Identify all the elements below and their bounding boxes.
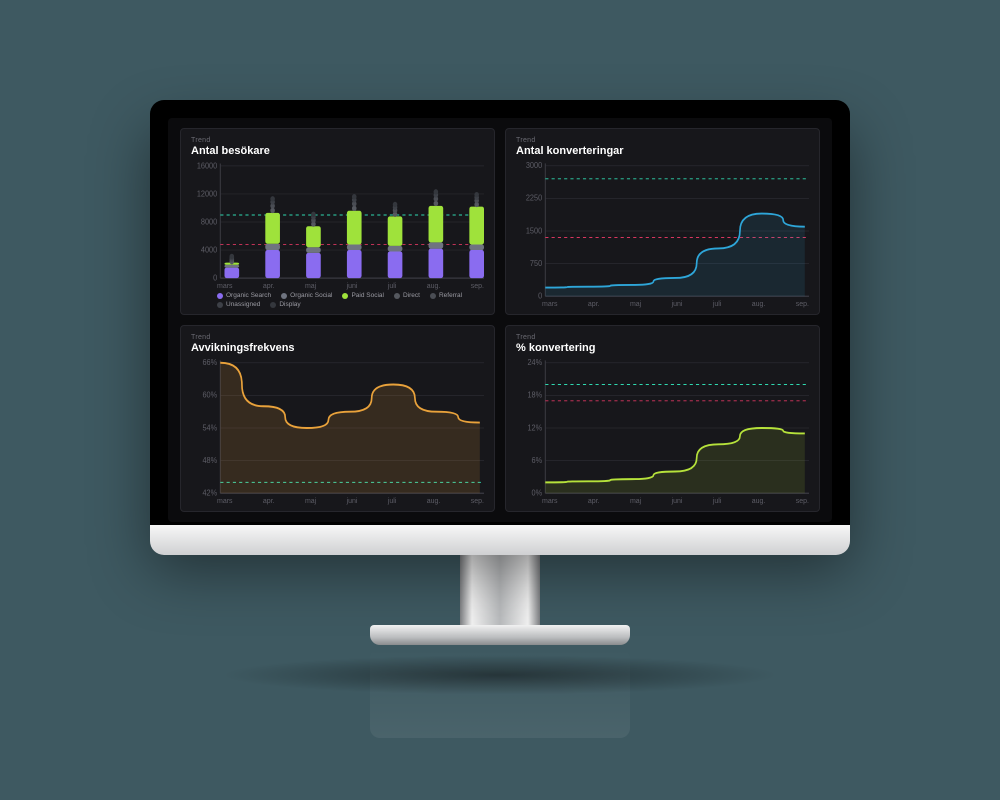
panel-bounce: Trend Avvikningsfrekvens 42% 48% 54% 60% 66%… [180, 325, 495, 512]
panel-title: Antal besökare [191, 145, 484, 157]
svg-text:24%: 24% [528, 358, 543, 367]
svg-text:4000: 4000 [201, 245, 218, 255]
panel-eyebrow: Trend [516, 137, 809, 144]
svg-text:54%: 54% [203, 423, 218, 433]
svg-text:18%: 18% [528, 390, 543, 400]
legend-item: Paid Social [342, 292, 384, 299]
chart-visitors: 0 4000 8000 12000 16000 [191, 161, 484, 283]
svg-text:48%: 48% [203, 456, 218, 466]
chart-conversions: 0 750 1500 2250 3000 [516, 161, 809, 301]
svg-text:12000: 12000 [197, 189, 218, 199]
panel-eyebrow: Trend [191, 137, 484, 144]
monitor-chin [150, 525, 850, 555]
svg-text:1500: 1500 [526, 226, 543, 236]
panel-eyebrow: Trend [516, 334, 809, 341]
svg-text:66%: 66% [203, 358, 218, 367]
monitor-bezel: Trend Antal besökare 0 4000 8000 12000 16000… [150, 100, 850, 540]
svg-text:60%: 60% [203, 390, 218, 400]
chart-conv-rate: 0% 6% 12% 18% 24% [516, 358, 809, 498]
panel-conv-rate: Trend % konvertering 0% 6% 12% 18% 24% marsa… [505, 325, 820, 512]
legend-item: Organic Social [281, 292, 332, 299]
panel-visitors: Trend Antal besökare 0 4000 8000 12000 16000… [180, 128, 495, 315]
legend-item: Display [270, 301, 300, 308]
dashboard-grid: Trend Antal besökare 0 4000 8000 12000 16000… [180, 128, 820, 512]
svg-text:16000: 16000 [197, 161, 218, 170]
svg-text:6%: 6% [532, 456, 543, 466]
legend-visitors: Organic Search Organic Social Paid Social D… [191, 292, 484, 308]
svg-text:0: 0 [538, 291, 543, 301]
panel-conversions: Trend Antal konverteringar 0 750 1500 2250 3… [505, 128, 820, 315]
legend-item: Unassigned [217, 301, 260, 308]
panel-title: % konvertering [516, 342, 809, 354]
chart-bounce: 42% 48% 54% 60% 66% [191, 358, 484, 498]
x-axis-labels: marsapr.majjunijuliaug.sep. [516, 301, 809, 308]
svg-text:0: 0 [213, 273, 218, 283]
svg-text:750: 750 [530, 259, 543, 269]
dashboard-screen: Trend Antal besökare 0 4000 8000 12000 16000… [168, 118, 832, 522]
legend-item: Organic Search [217, 292, 271, 299]
svg-text:0%: 0% [532, 488, 543, 498]
monitor-stand-base [370, 625, 630, 645]
svg-text:8000: 8000 [201, 217, 218, 227]
svg-text:3000: 3000 [526, 161, 543, 170]
panel-title: Antal konverteringar [516, 145, 809, 157]
x-axis-labels: marsapr.majjunijuliaug.sep. [191, 498, 484, 505]
panel-eyebrow: Trend [191, 334, 484, 341]
legend-item: Referral [430, 292, 462, 299]
panel-title: Avvikningsfrekvens [191, 342, 484, 354]
x-axis-labels: marsapr.majjunijuliaug.sep. [516, 498, 809, 505]
svg-text:2250: 2250 [526, 193, 543, 203]
x-axis-labels: marsapr.majjunijuliaug.sep. [191, 283, 484, 290]
svg-text:12%: 12% [528, 423, 543, 433]
legend-item: Direct [394, 292, 420, 299]
svg-text:42%: 42% [203, 488, 218, 498]
monitor-reflection [370, 648, 630, 738]
stage: Trend Antal besökare 0 4000 8000 12000 16000… [0, 0, 1000, 800]
